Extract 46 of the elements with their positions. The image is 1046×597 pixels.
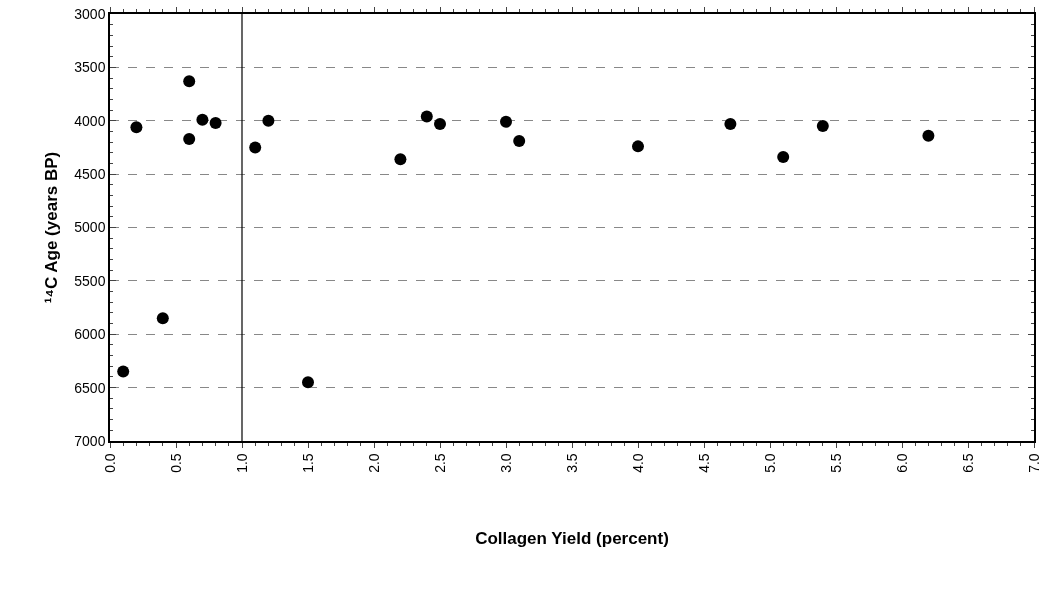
point — [196, 113, 209, 126]
point — [500, 115, 512, 128]
point — [183, 75, 196, 88]
point — [632, 140, 644, 153]
x-axis-title: Collagen Yield (percent) — [475, 528, 669, 548]
point — [209, 116, 222, 129]
point — [420, 110, 433, 123]
x-tick-label: 5.0 — [761, 453, 778, 473]
x-tick-label: 2.0 — [365, 453, 382, 473]
x-tick-label: 0.0 — [101, 453, 118, 473]
y-tick-label: 6500 — [74, 379, 106, 396]
point — [394, 153, 407, 166]
point — [183, 132, 196, 145]
y-tick-label: 3000 — [74, 5, 106, 22]
y-tick-label: 4000 — [74, 112, 106, 129]
y-tick-label: 5500 — [74, 272, 106, 289]
x-tick-label: 0.5 — [167, 453, 184, 473]
x-tick-label: 6.5 — [959, 453, 976, 473]
point — [816, 120, 829, 133]
point — [922, 129, 935, 142]
point — [513, 135, 526, 148]
point — [130, 121, 143, 134]
y-tick-label: 7000 — [74, 432, 106, 449]
point — [302, 376, 314, 389]
x-tick-label: 2.5 — [431, 453, 448, 473]
y-tick-label: 3500 — [74, 59, 106, 76]
point — [262, 114, 275, 127]
y-tick-label: 5000 — [74, 219, 106, 236]
point — [777, 151, 790, 164]
x-tick-label: 5.5 — [827, 453, 844, 473]
point — [249, 141, 262, 154]
x-tick-label: 7.0 — [1025, 453, 1042, 473]
y-tick-label: 4500 — [74, 166, 106, 183]
x-tick-label: 6.0 — [893, 453, 910, 473]
x-tick-label: 1.5 — [299, 453, 316, 473]
y-tick-label: 6000 — [74, 326, 106, 343]
x-tick-label: 4.5 — [695, 453, 712, 473]
point — [434, 117, 446, 130]
x-tick-label: 4.0 — [629, 453, 646, 473]
y-axis-title: ¹⁴C Age (years BP) — [42, 151, 62, 304]
x-tick-label: 1.0 — [233, 453, 250, 473]
point — [156, 312, 169, 325]
point — [117, 365, 130, 378]
x-tick-label: 3.5 — [563, 453, 580, 473]
x-tick-label: 3.0 — [497, 453, 514, 473]
point — [724, 117, 737, 130]
